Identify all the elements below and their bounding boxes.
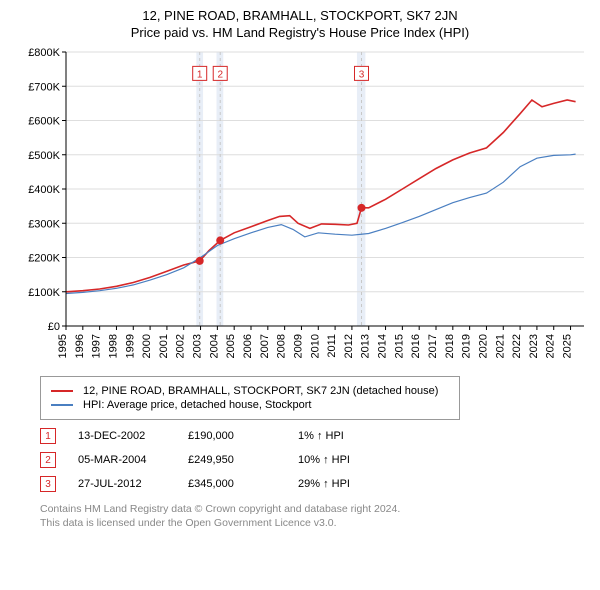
- xtick-label: 1996: [74, 334, 86, 358]
- legend-label: 12, PINE ROAD, BRAMHALL, STOCKPORT, SK7 …: [83, 385, 438, 397]
- sales-table: 1 13-DEC-2002£190,0001% ↑ HPI 2 05-MAR-2004…: [40, 428, 588, 492]
- chart-svg: 1 2 3 £0 £100K £200K £300K £400K £500K £600K £700K…: [12, 46, 588, 366]
- ytick-label: £100K: [28, 287, 60, 299]
- sale-hpi-delta: 10% ↑ HPI: [298, 454, 398, 466]
- xtick-label: 2005: [225, 334, 237, 358]
- sale-row: 3 27-JUL-2012£345,00029% ↑ HPI: [40, 476, 588, 492]
- chart-title-address: 12, PINE ROAD, BRAMHALL, STOCKPORT, SK7 …: [12, 8, 588, 23]
- xtick-label: 2011: [326, 334, 338, 358]
- ytick-label: £700K: [28, 81, 60, 93]
- attribution-line2: This data is licensed under the Open Gov…: [40, 516, 588, 530]
- xtick-label: 2012: [343, 334, 355, 358]
- sale-date: 27-JUL-2012: [78, 478, 188, 490]
- legend-item: HPI: Average price, detached house, Stoc…: [51, 399, 449, 411]
- ytick-label: £400K: [28, 184, 60, 196]
- xtick-label: 2021: [494, 334, 506, 358]
- xtick-label: 2015: [393, 334, 405, 358]
- sale-price: £345,000: [188, 478, 298, 490]
- sale-row: 2 05-MAR-2004£249,95010% ↑ HPI: [40, 452, 588, 468]
- xtick-label: 2002: [175, 334, 187, 358]
- plot-area: 1 2 3 £0 £100K £200K £300K £400K £500K £600K £700K…: [12, 46, 588, 366]
- ytick-label: £600K: [28, 116, 60, 128]
- sale-marker-num: 1: [197, 69, 203, 80]
- ytick-label: £800K: [28, 47, 60, 59]
- xtick-label: 2007: [259, 334, 271, 358]
- xtick-label: 2013: [360, 334, 372, 358]
- xtick-label: 2025: [562, 334, 574, 358]
- sale-price: £190,000: [188, 430, 298, 442]
- xtick-label: 2009: [292, 334, 304, 358]
- xtick-label: 1995: [57, 334, 69, 358]
- xtick-label: 2010: [309, 334, 321, 358]
- xtick-label: 2016: [410, 334, 422, 358]
- sale-marker-box: 1: [40, 428, 56, 444]
- xtick-label: 2018: [444, 334, 456, 358]
- sale-marker-num: 2: [217, 69, 223, 80]
- xtick-label: 2008: [276, 334, 288, 358]
- sale-hpi-delta: 1% ↑ HPI: [298, 430, 398, 442]
- sale-marker-box: 2: [40, 452, 56, 468]
- xtick-label: 1998: [107, 334, 119, 358]
- xtick-label: 2022: [511, 334, 523, 358]
- xtick-label: 2019: [461, 334, 473, 358]
- xtick-label: 2000: [141, 334, 153, 358]
- chart-container: 12, PINE ROAD, BRAMHALL, STOCKPORT, SK7 …: [0, 0, 600, 540]
- ytick-label: £300K: [28, 218, 60, 230]
- xtick-label: 1997: [91, 334, 103, 358]
- sale-dot: [196, 257, 204, 265]
- ytick-label: £0: [48, 321, 60, 333]
- xtick-label: 2003: [192, 334, 204, 358]
- sale-dot: [357, 204, 365, 212]
- chart-title-subtitle: Price paid vs. HM Land Registry's House …: [12, 25, 588, 40]
- chart-titles: 12, PINE ROAD, BRAMHALL, STOCKPORT, SK7 …: [12, 8, 588, 40]
- ytick-label: £500K: [28, 150, 60, 162]
- sale-date: 05-MAR-2004: [78, 454, 188, 466]
- xtick-label: 2023: [528, 334, 540, 358]
- ytick-label: £200K: [28, 253, 60, 265]
- sale-marker-box: 3: [40, 476, 56, 492]
- xtick-label: 2001: [158, 334, 170, 358]
- sale-row: 1 13-DEC-2002£190,0001% ↑ HPI: [40, 428, 588, 444]
- attribution-line1: Contains HM Land Registry data © Crown c…: [40, 502, 588, 516]
- series-line-price_paid: [66, 100, 576, 292]
- legend-label: HPI: Average price, detached house, Stoc…: [83, 399, 312, 411]
- sale-marker-num: 3: [359, 69, 365, 80]
- xtick-label: 2004: [208, 334, 220, 358]
- sale-hpi-delta: 29% ↑ HPI: [298, 478, 398, 490]
- xtick-label: 1999: [124, 334, 136, 358]
- sale-price: £249,950: [188, 454, 298, 466]
- legend-item: 12, PINE ROAD, BRAMHALL, STOCKPORT, SK7 …: [51, 385, 449, 397]
- sale-dot: [216, 236, 224, 244]
- xtick-label: 2024: [545, 334, 557, 358]
- xtick-label: 2014: [377, 334, 389, 358]
- attribution: Contains HM Land Registry data © Crown c…: [40, 502, 588, 530]
- legend-swatch: [51, 404, 73, 406]
- legend-swatch: [51, 390, 73, 392]
- sale-date: 13-DEC-2002: [78, 430, 188, 442]
- legend: 12, PINE ROAD, BRAMHALL, STOCKPORT, SK7 …: [40, 376, 460, 420]
- xtick-label: 2017: [427, 334, 439, 358]
- xtick-label: 2006: [242, 334, 254, 358]
- xtick-label: 2020: [477, 334, 489, 358]
